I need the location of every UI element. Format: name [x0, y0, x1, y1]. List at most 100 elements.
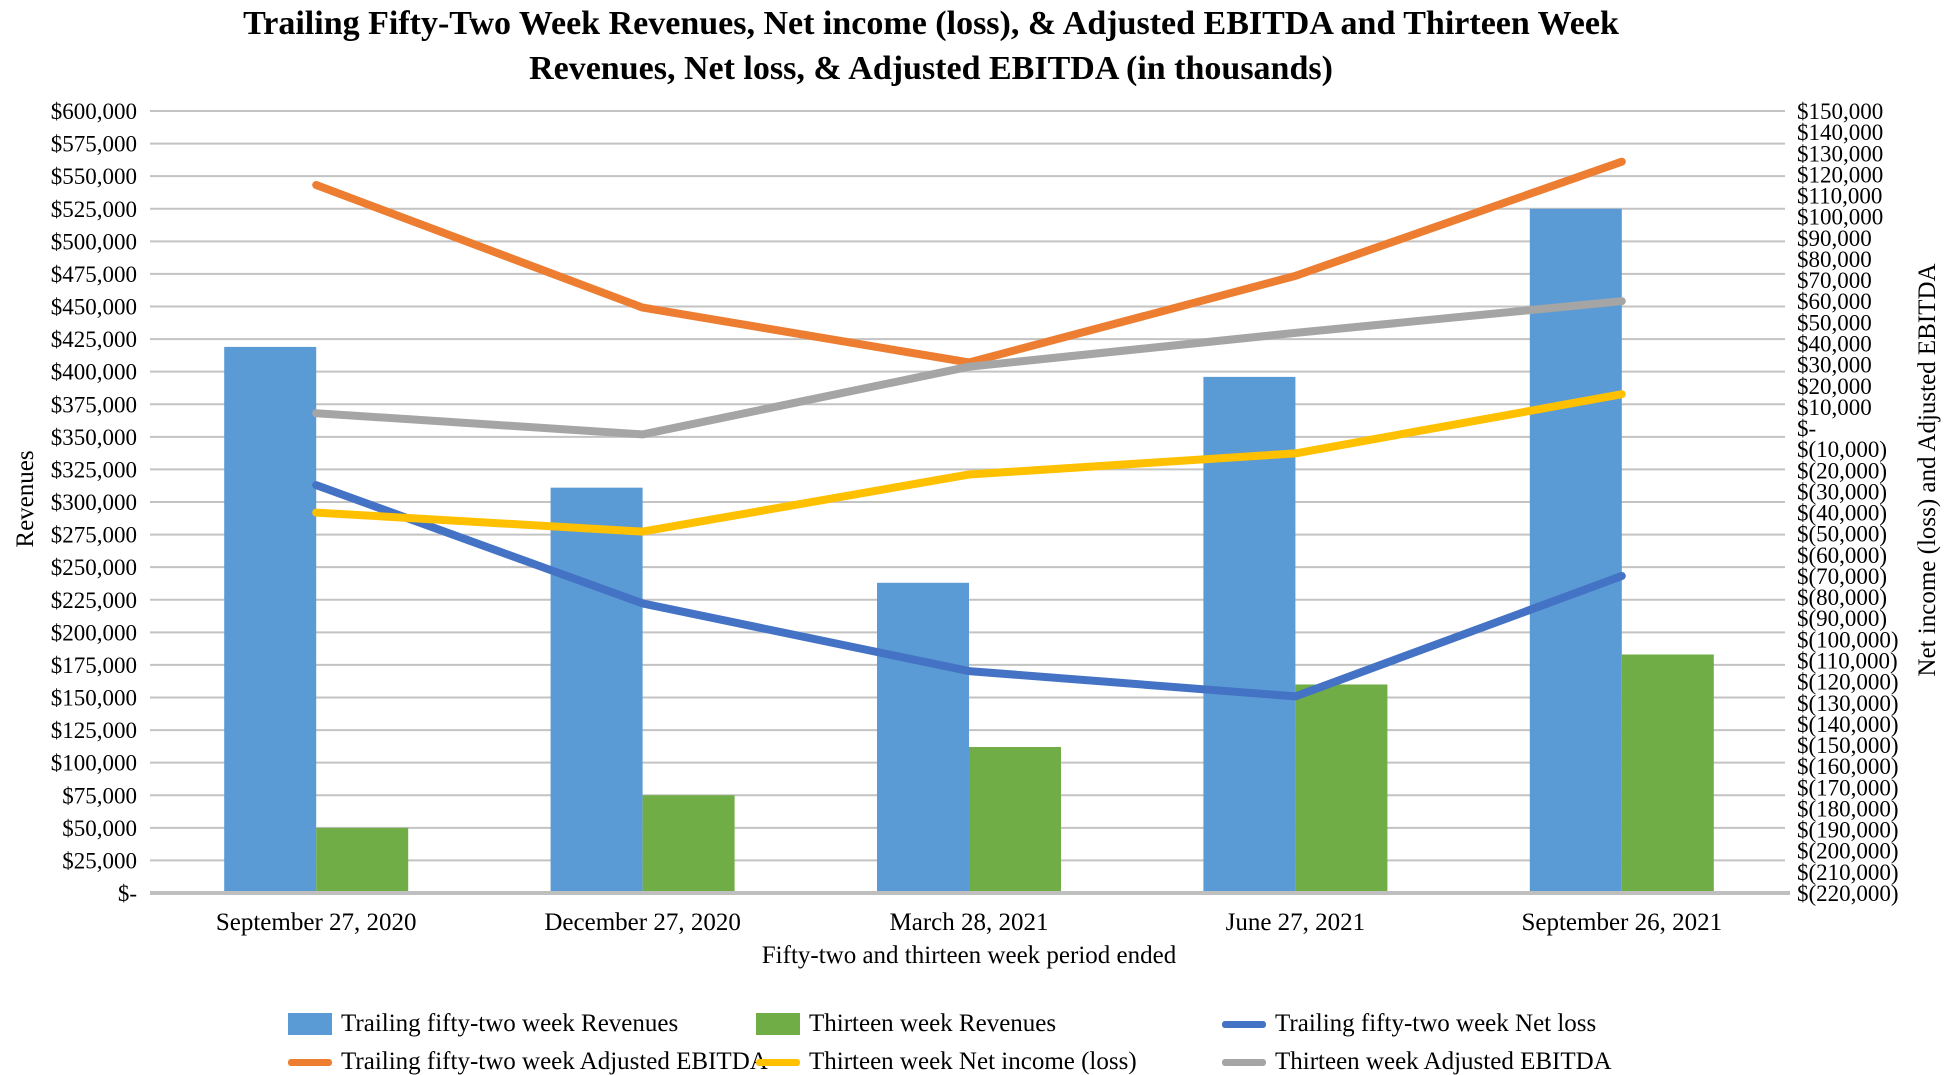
right-axis-tick-label: $(10,000) — [1797, 437, 1887, 462]
line-trailing-fifty-two-week-net-loss — [312, 481, 1626, 701]
bar-thirteen-week-revenues — [1621, 654, 1714, 893]
left-axis-tick-label: $125,000 — [51, 718, 137, 743]
left-axis-tick-label: $150,000 — [51, 686, 137, 711]
right-axis-tick-label: $(140,000) — [1797, 712, 1899, 737]
right-axis-tick-label: $(100,000) — [1797, 627, 1899, 652]
right-axis-tick-label: $150,000 — [1797, 99, 1883, 124]
right-axis-tick-label: $130,000 — [1797, 141, 1883, 166]
right-axis-tick-label: $(160,000) — [1797, 754, 1899, 779]
right-axis-tick-label: $(170,000) — [1797, 775, 1899, 800]
x-axis-category-label: September 26, 2021 — [1521, 909, 1722, 936]
left-axis-tick-label: $25,000 — [62, 848, 137, 873]
legend-label: Thirteen week Net income (loss) — [809, 1048, 1137, 1075]
right-axis-tick-label: $90,000 — [1797, 226, 1872, 251]
bar-thirteen-week-revenues — [642, 795, 735, 893]
right-axis-tick-label: $(50,000) — [1797, 522, 1887, 547]
right-axis-tick-label: $100,000 — [1797, 205, 1883, 230]
left-axis-tick-label: $100,000 — [51, 751, 137, 776]
legend-label: Trailing fifty-two week Adjusted EBITDA — [341, 1048, 768, 1075]
bar-trailing-fifty-two-week-revenues — [224, 346, 317, 893]
right-axis-tick-label: $(120,000) — [1797, 670, 1899, 695]
left-axis-tick-label: $225,000 — [51, 588, 137, 613]
left-axis-tick-label: $300,000 — [51, 490, 137, 515]
left-axis-tick-label: $425,000 — [51, 327, 137, 352]
right-axis-tick-label: $(180,000) — [1797, 796, 1899, 821]
right-axis-tick-label: $(130,000) — [1797, 691, 1899, 716]
right-axis-tick-label: $30,000 — [1797, 353, 1872, 378]
bar-thirteen-week-revenues — [969, 747, 1061, 893]
x-axis-category-label: September 27, 2020 — [216, 909, 417, 936]
right-axis-tick-label: $140,000 — [1797, 120, 1883, 145]
legend-label: Trailing fifty-two week Net loss — [1275, 1010, 1597, 1037]
legend-swatch-thirteen-week-net-income-loss- — [756, 1058, 800, 1066]
right-axis-tick-label: $70,000 — [1797, 268, 1872, 293]
x-axis-title: Fifty-two and thirteen week period ended — [761, 942, 1177, 969]
left-axis-tick-label: $175,000 — [51, 653, 137, 678]
left-axis-tick-label: $250,000 — [51, 555, 137, 580]
legend-swatch-trailing-fifty-two-week-adjusted-ebitda — [288, 1058, 332, 1066]
legend-swatch-trailing-fifty-two-week-revenues — [288, 1013, 332, 1035]
legend-label: Thirteen week Adjusted EBITDA — [1275, 1048, 1612, 1075]
right-axis-tick-label: $20,000 — [1797, 374, 1872, 399]
legend-swatch-trailing-fifty-two-week-net-loss — [1222, 1020, 1266, 1028]
left-axis-tick-label: $350,000 — [51, 425, 137, 450]
left-axis-tick-label: $450,000 — [51, 295, 137, 320]
right-axis-tick-label: $80,000 — [1797, 247, 1872, 272]
right-axis-tick-label: $(210,000) — [1797, 860, 1899, 885]
left-axis-tick-label: $325,000 — [51, 457, 137, 482]
legend-swatch-thirteen-week-adjusted-ebitda — [1222, 1058, 1266, 1066]
legend-label: Thirteen week Revenues — [809, 1010, 1057, 1037]
left-axis-tick-label: $525,000 — [51, 197, 137, 222]
legend-item-trailing-fifty-two-week-revenues: Trailing fifty-two week Revenues — [288, 1010, 678, 1038]
right-axis-tick-label: $(90,000) — [1797, 606, 1887, 631]
line-thirteen-week-net-income-loss- — [312, 390, 1626, 536]
legend-item-thirteen-week-revenues: Thirteen week Revenues — [756, 1010, 1056, 1038]
right-axis-tick-label: $(220,000) — [1797, 881, 1899, 906]
right-axis-tick-label: $(200,000) — [1797, 839, 1899, 864]
x-axis-category-label: December 27, 2020 — [544, 909, 740, 936]
right-axis-tick-label: $110,000 — [1797, 184, 1882, 209]
legend-swatch-thirteen-week-revenues — [756, 1013, 800, 1035]
left-axis-tick-label: $275,000 — [51, 523, 137, 548]
bar-trailing-fifty-two-week-revenues — [1529, 208, 1622, 893]
line-thirteen-week-adjusted-ebitda — [312, 297, 1626, 439]
left-axis-tick-label: $475,000 — [51, 262, 137, 287]
right-axis-tick-label: $(30,000) — [1797, 479, 1887, 504]
right-axis-tick-label: $- — [1797, 416, 1816, 441]
bar-trailing-fifty-two-week-revenues — [1203, 376, 1296, 893]
chart-title-line2: Revenues, Net loss, & Adjusted EBITDA (i… — [529, 49, 1333, 87]
line-trailing-fifty-two-week-adjusted-ebitda — [312, 157, 1626, 367]
right-axis-tick-label: $(70,000) — [1797, 564, 1887, 589]
chart-title: Trailing Fifty-Two Week Revenues, Net in… — [0, 2, 1862, 92]
right-axis-tick-label: $10,000 — [1797, 395, 1872, 420]
left-axis-tick-label: $500,000 — [51, 229, 137, 254]
right-axis-title: Net income (loss) and Adjusted EBITDA — [1914, 263, 1941, 677]
legend-item-trailing-fifty-two-week-adjusted-ebitda: Trailing fifty-two week Adjusted EBITDA — [288, 1048, 768, 1075]
left-axis-title: Revenues — [12, 450, 39, 548]
right-axis-tick-label: $40,000 — [1797, 331, 1872, 356]
bar-trailing-fifty-two-week-revenues — [550, 487, 643, 893]
left-axis-tick-label: $- — [118, 881, 137, 906]
chart-title-line1: Trailing Fifty-Two Week Revenues, Net in… — [243, 5, 1619, 42]
left-axis-tick-label: $50,000 — [62, 816, 137, 841]
right-axis-tick-label: $(40,000) — [1797, 501, 1887, 526]
left-axis-tick-label: $600,000 — [51, 99, 137, 124]
bar-trailing-fifty-two-week-revenues — [877, 582, 969, 893]
left-axis-tick-label: $200,000 — [51, 620, 137, 645]
right-axis-tick-label: $60,000 — [1797, 289, 1872, 314]
legend-item-trailing-fifty-two-week-net-loss: Trailing fifty-two week Net loss — [1222, 1010, 1596, 1038]
left-axis-tick-label: $375,000 — [51, 392, 137, 417]
right-axis-tick-label: $(20,000) — [1797, 458, 1887, 483]
left-axis-tick-label: $75,000 — [62, 783, 137, 808]
left-axis-tick-label: $575,000 — [51, 132, 137, 157]
right-axis-tick-label: $(110,000) — [1797, 649, 1898, 674]
x-axis-category-label: March 28, 2021 — [890, 909, 1049, 936]
right-axis-tick-label: $(80,000) — [1797, 585, 1887, 610]
right-axis-tick-label: $(150,000) — [1797, 733, 1899, 758]
right-axis-tick-label: $(60,000) — [1797, 543, 1887, 568]
legend-item-thirteen-week-net-income-loss-: Thirteen week Net income (loss) — [756, 1048, 1137, 1075]
right-axis-tick-label: $120,000 — [1797, 162, 1883, 187]
bar-thirteen-week-revenues — [1295, 684, 1388, 893]
